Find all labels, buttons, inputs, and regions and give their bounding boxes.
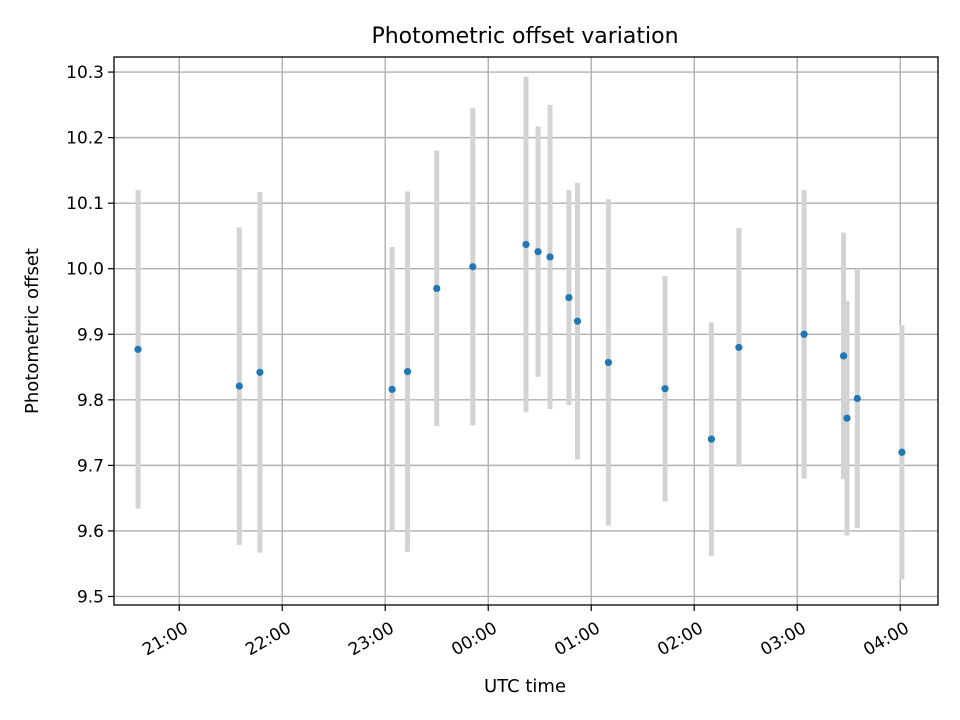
data-point bbox=[235, 382, 243, 390]
points bbox=[134, 240, 906, 456]
y-tick-label: 10.0 bbox=[66, 260, 104, 280]
data-point bbox=[843, 414, 851, 422]
data-point bbox=[546, 253, 554, 261]
data-point bbox=[565, 293, 573, 302]
data-point bbox=[800, 330, 808, 338]
data-point bbox=[388, 385, 396, 393]
plot-frame bbox=[113, 56, 939, 606]
y-tick-label: 10.3 bbox=[66, 63, 104, 83]
data-point bbox=[604, 358, 613, 367]
data-point bbox=[661, 385, 669, 393]
y-axis: 9.5 9.6 9.7 9.8 9.9 10.0 10.1 10.2 10.3 bbox=[66, 63, 114, 607]
data-point bbox=[433, 284, 441, 292]
data-point bbox=[735, 343, 743, 351]
data-point bbox=[403, 368, 412, 376]
data-point bbox=[839, 352, 848, 360]
data-point bbox=[898, 448, 906, 456]
data-point bbox=[256, 368, 264, 376]
y-tick-label: 10.2 bbox=[66, 129, 104, 149]
data-point bbox=[853, 394, 861, 403]
data-point bbox=[469, 263, 477, 271]
chart-title: Photometric offset variation bbox=[371, 24, 678, 49]
data-point bbox=[522, 240, 530, 249]
y-tick-label: 9.5 bbox=[77, 587, 104, 607]
y-tick-label: 9.6 bbox=[77, 522, 104, 542]
data-point bbox=[134, 345, 142, 353]
data-point bbox=[573, 317, 582, 325]
data-point bbox=[534, 248, 542, 256]
y-tick-label: 9.8 bbox=[77, 391, 104, 411]
x-axis-label: UTC time bbox=[484, 676, 566, 697]
data-point bbox=[707, 435, 716, 443]
y-axis-label: Photometric offset bbox=[22, 248, 43, 414]
y-tick-label: 10.1 bbox=[66, 194, 104, 214]
y-tick-label: 9.7 bbox=[77, 456, 104, 476]
y-tick-label: 9.9 bbox=[77, 325, 104, 345]
